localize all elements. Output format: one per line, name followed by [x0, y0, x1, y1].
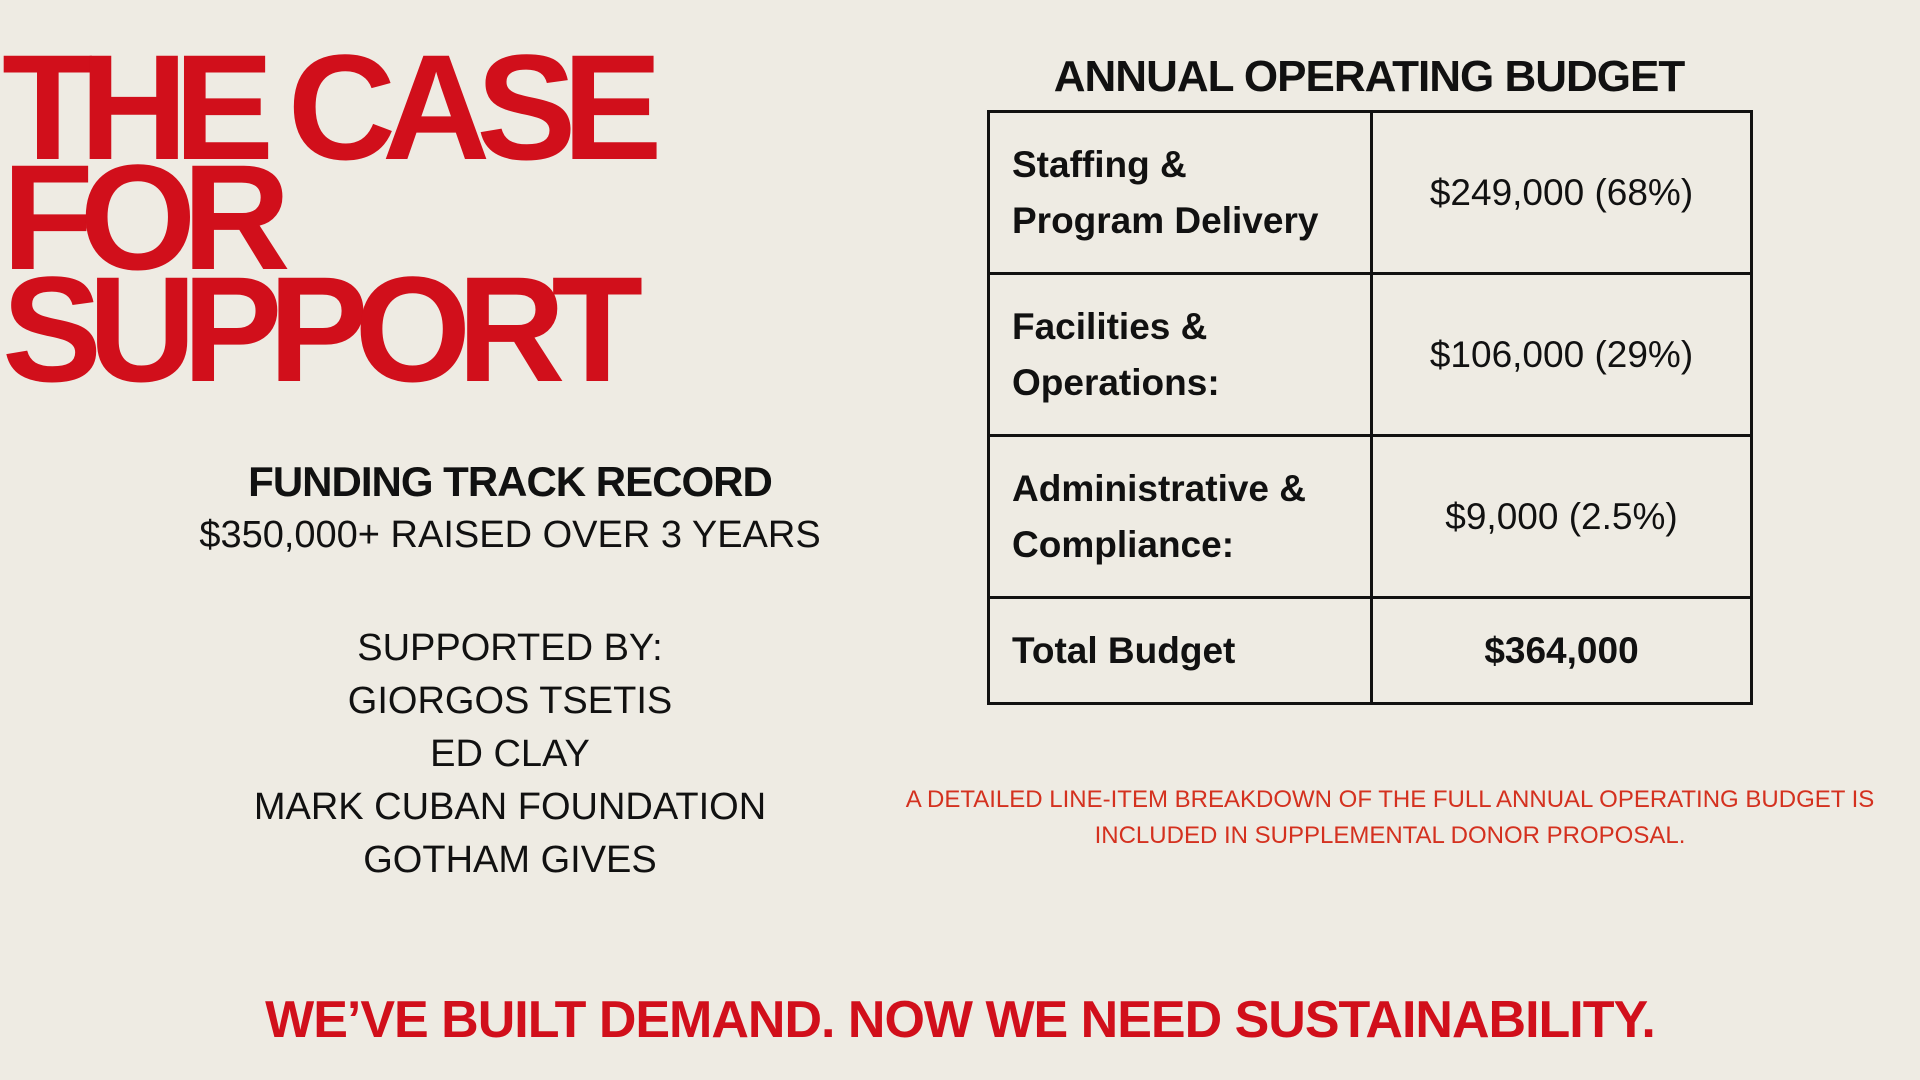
budget-value: $106,000 (29%) — [1370, 272, 1753, 437]
funding-heading: FUNDING TRACK RECORD — [248, 458, 773, 505]
budget-label: Staffing & Program Delivery — [987, 110, 1373, 275]
funding-block: FUNDING TRACK RECORD $350,000+ RAISED OV… — [110, 458, 910, 882]
title-line: SUPPORT — [2, 245, 643, 413]
tagline: WE’VE BUILT DEMAND. NOW WE NEED SUSTAINA… — [265, 991, 1656, 1049]
budget-label: Facilities & Operations: — [987, 272, 1373, 437]
budget-value: $364,000 — [1370, 596, 1753, 705]
budget-row: Facilities & Operations: $106,000 (29%) — [987, 272, 1753, 437]
budget-label: Total Budget — [987, 596, 1373, 705]
funding-summary: $350,000+ RAISED OVER 3 YEARS — [199, 514, 821, 556]
budget-label: Administrative & Compliance: — [987, 434, 1373, 599]
budget-row: Administrative & Compliance: $9,000 (2.5%… — [987, 434, 1753, 599]
supporter: GIORGOS TSETIS — [347, 680, 673, 722]
supporter: ED CLAY — [430, 733, 590, 775]
budget-row: Staffing & Program Delivery $249,000 (68%… — [987, 110, 1753, 275]
budget-title: ANNUAL OPERATING BUDGET — [1053, 52, 1686, 101]
title-line: THE CASE — [2, 23, 662, 191]
supporter: GOTHAM GIVES — [363, 839, 657, 881]
supporter: MARK CUBAN FOUNDATION — [253, 786, 767, 828]
budget-row: Total Budget $364,000 — [987, 596, 1753, 705]
budget-value: $249,000 (68%) — [1370, 110, 1753, 275]
supporters-list: GIORGOS TSETIS ED CLAY MARK CUBAN FOUNDATI… — [110, 680, 910, 882]
supporters-heading: SUPPORTED BY: — [357, 627, 663, 669]
budget-note: A DETAILED LINE-ITEM BREAKDOWN OF THE FU… — [905, 786, 1875, 849]
title-line: FOR — [2, 133, 291, 301]
budget-value: $9,000 (2.5%) — [1370, 434, 1753, 599]
budget-table: Staffing & Program Delivery $249,000 (68%… — [987, 110, 1753, 705]
